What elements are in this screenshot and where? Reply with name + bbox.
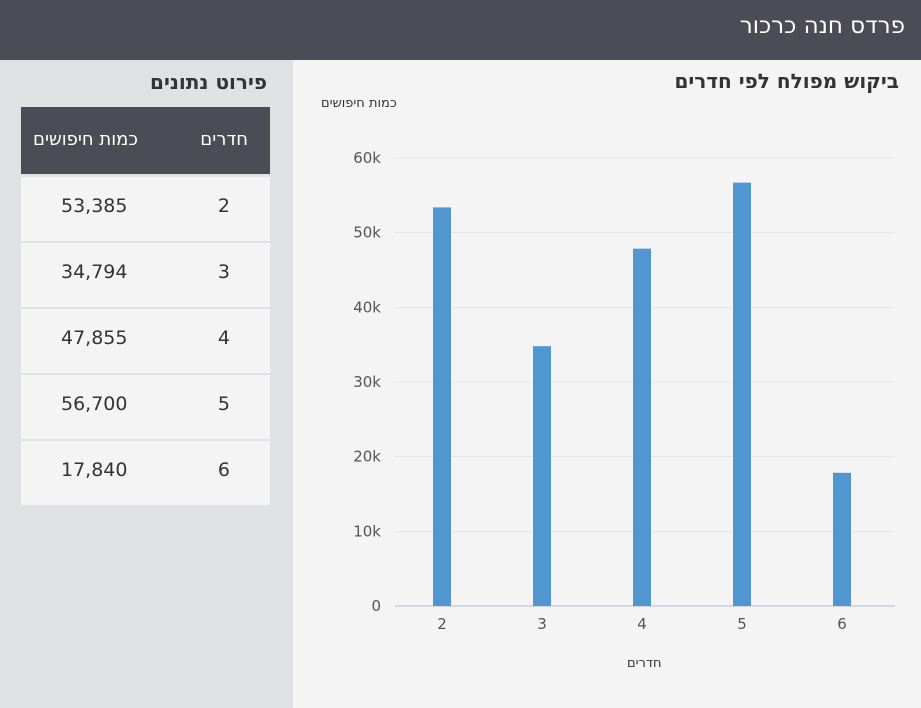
y-axis-label: כמות חיפושים xyxy=(321,96,397,111)
bar[interactable] xyxy=(733,182,751,606)
cell-rooms: 4 xyxy=(217,327,230,349)
x-tick-label: 3 xyxy=(537,615,547,633)
y-tick-label: 0 xyxy=(371,597,381,615)
y-tick-label: 40k xyxy=(353,298,381,316)
bar[interactable] xyxy=(633,248,651,606)
column-header-count: כמות חיפושים xyxy=(33,129,138,150)
y-tick-label: 30k xyxy=(353,373,381,391)
cell-rooms: 3 xyxy=(217,261,230,283)
x-tick-label: 6 xyxy=(837,615,847,633)
table-header: חדרים כמות חיפושים xyxy=(21,107,270,174)
cell-count: 56,700 xyxy=(61,393,128,415)
cell-count: 17,840 xyxy=(61,459,128,481)
cell-rooms: 2 xyxy=(217,195,230,217)
top-bar: פרדס חנה כרכור xyxy=(0,0,921,60)
bar[interactable] xyxy=(433,207,451,606)
table-row: 4 47,855 xyxy=(21,309,270,373)
cell-count: 34,794 xyxy=(61,261,128,283)
y-tick-label: 10k xyxy=(353,522,381,540)
table-row: 6 17,840 xyxy=(21,441,270,505)
x-tick-label: 5 xyxy=(737,615,747,633)
cell-rooms: 6 xyxy=(217,459,230,481)
x-tick-label: 4 xyxy=(637,615,647,633)
cell-count: 53,385 xyxy=(61,195,128,217)
page-title: פרדס חנה כרכור xyxy=(739,13,905,39)
data-table: חדרים כמות חיפושים 2 53,385 3 34,794 4 4… xyxy=(21,107,270,505)
cell-rooms: 5 xyxy=(217,393,230,415)
column-header-rooms: חדרים xyxy=(200,129,248,150)
bar-chart: 0 10k 20k 30k 40k 50k 60k 2 3 4 5 6 xyxy=(353,149,895,633)
y-tick-label: 50k xyxy=(353,224,381,242)
table-row: 2 53,385 xyxy=(21,177,270,241)
cell-count: 47,855 xyxy=(61,327,128,349)
y-tick-label: 60k xyxy=(353,149,381,167)
table-row: 3 34,794 xyxy=(21,243,270,307)
table-row: 5 56,700 xyxy=(21,375,270,439)
x-axis-label: חדרים xyxy=(627,656,662,671)
bar[interactable] xyxy=(533,346,551,606)
x-tick-label: 2 xyxy=(437,615,447,633)
y-tick-label: 20k xyxy=(353,448,381,466)
bar[interactable] xyxy=(833,472,851,606)
data-panel-heading: פירוט נתונים xyxy=(150,70,267,94)
chart-title: ביקוש מפולח לפי חדרים xyxy=(674,69,899,93)
